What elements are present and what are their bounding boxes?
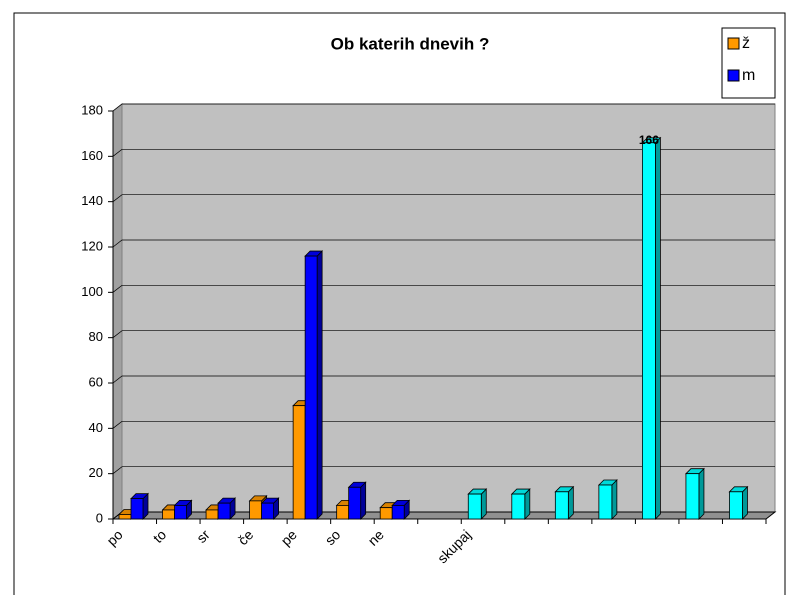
grid-line [112, 284, 775, 293]
side-wall [112, 102, 123, 521]
bar-side [742, 485, 748, 520]
y-tick-label: 180 [81, 102, 103, 117]
bar-side [316, 250, 323, 520]
bar [249, 500, 263, 520]
bar [174, 504, 187, 520]
grid-line [112, 194, 775, 202]
bar-side [698, 467, 705, 520]
legend-label: ž [742, 35, 750, 52]
back-wall [121, 103, 776, 513]
y-tick-label: 20 [89, 465, 103, 480]
bar [162, 509, 175, 520]
bar [292, 405, 306, 520]
bar [118, 514, 132, 520]
grid-line [112, 330, 775, 338]
y-tick-label: 0 [96, 510, 103, 525]
grid-line [112, 148, 775, 157]
legend-swatch [727, 37, 740, 50]
bar [554, 491, 569, 520]
bar [261, 502, 275, 520]
grid-line [112, 466, 775, 474]
bar [685, 473, 700, 520]
bar [598, 484, 613, 520]
grid-line [112, 239, 775, 248]
bar-side [611, 479, 618, 520]
bar [217, 502, 231, 520]
chart-title: Ob katerih dnevih ? [331, 34, 490, 53]
bar [130, 498, 144, 520]
y-tick-label: 80 [89, 329, 103, 344]
bar [336, 504, 350, 520]
bar [379, 507, 393, 520]
bar [348, 486, 362, 520]
data-label: 166 [639, 133, 659, 147]
y-tick-label: 160 [81, 148, 103, 163]
bar-side [655, 136, 661, 520]
y-tick-label: 120 [81, 238, 103, 253]
legend-swatch [727, 69, 740, 82]
bar [642, 142, 656, 520]
y-tick-label: 60 [89, 374, 103, 389]
y-tick-label: 40 [89, 420, 103, 435]
bar-side [567, 485, 574, 520]
bar [467, 493, 482, 520]
grid-line [112, 103, 775, 112]
grid-line [112, 420, 775, 429]
bar-side [360, 481, 367, 520]
y-tick-label: 100 [81, 284, 103, 299]
legend-label: m [742, 67, 755, 84]
y-tick-label: 140 [81, 193, 103, 208]
bar [304, 255, 318, 520]
bar [205, 509, 219, 520]
bar [511, 493, 526, 520]
grid-line [112, 375, 775, 384]
bar [729, 491, 743, 520]
bar [391, 504, 405, 520]
